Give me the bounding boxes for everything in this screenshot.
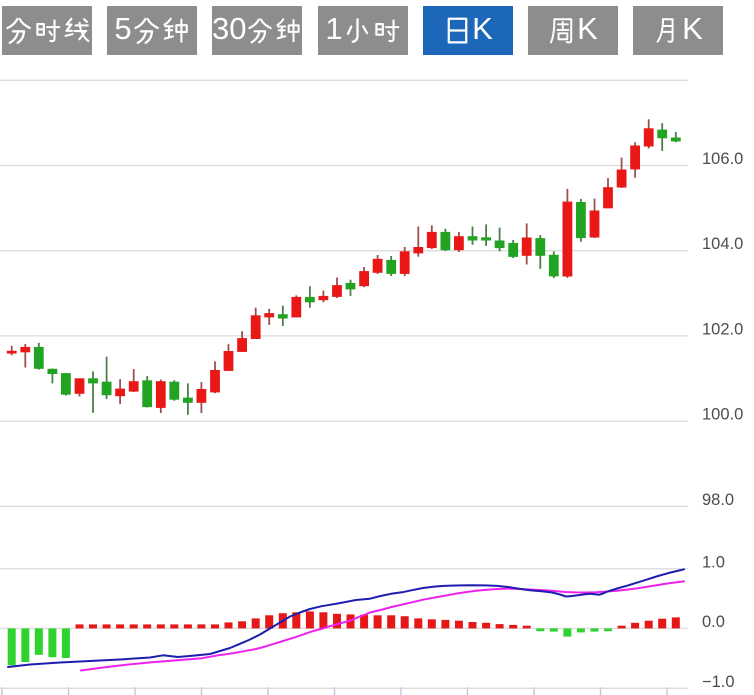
svg-text:98.0: 98.0: [702, 491, 734, 509]
svg-text:1.0: 1.0: [702, 553, 725, 571]
svg-text:0.0: 0.0: [702, 613, 725, 631]
svg-text:100.0: 100.0: [702, 406, 743, 424]
svg-text:106.0: 106.0: [702, 150, 743, 168]
svg-text:104.0: 104.0: [702, 235, 743, 253]
svg-text:102.0: 102.0: [702, 320, 743, 338]
svg-text:−1.0: −1.0: [702, 673, 735, 691]
